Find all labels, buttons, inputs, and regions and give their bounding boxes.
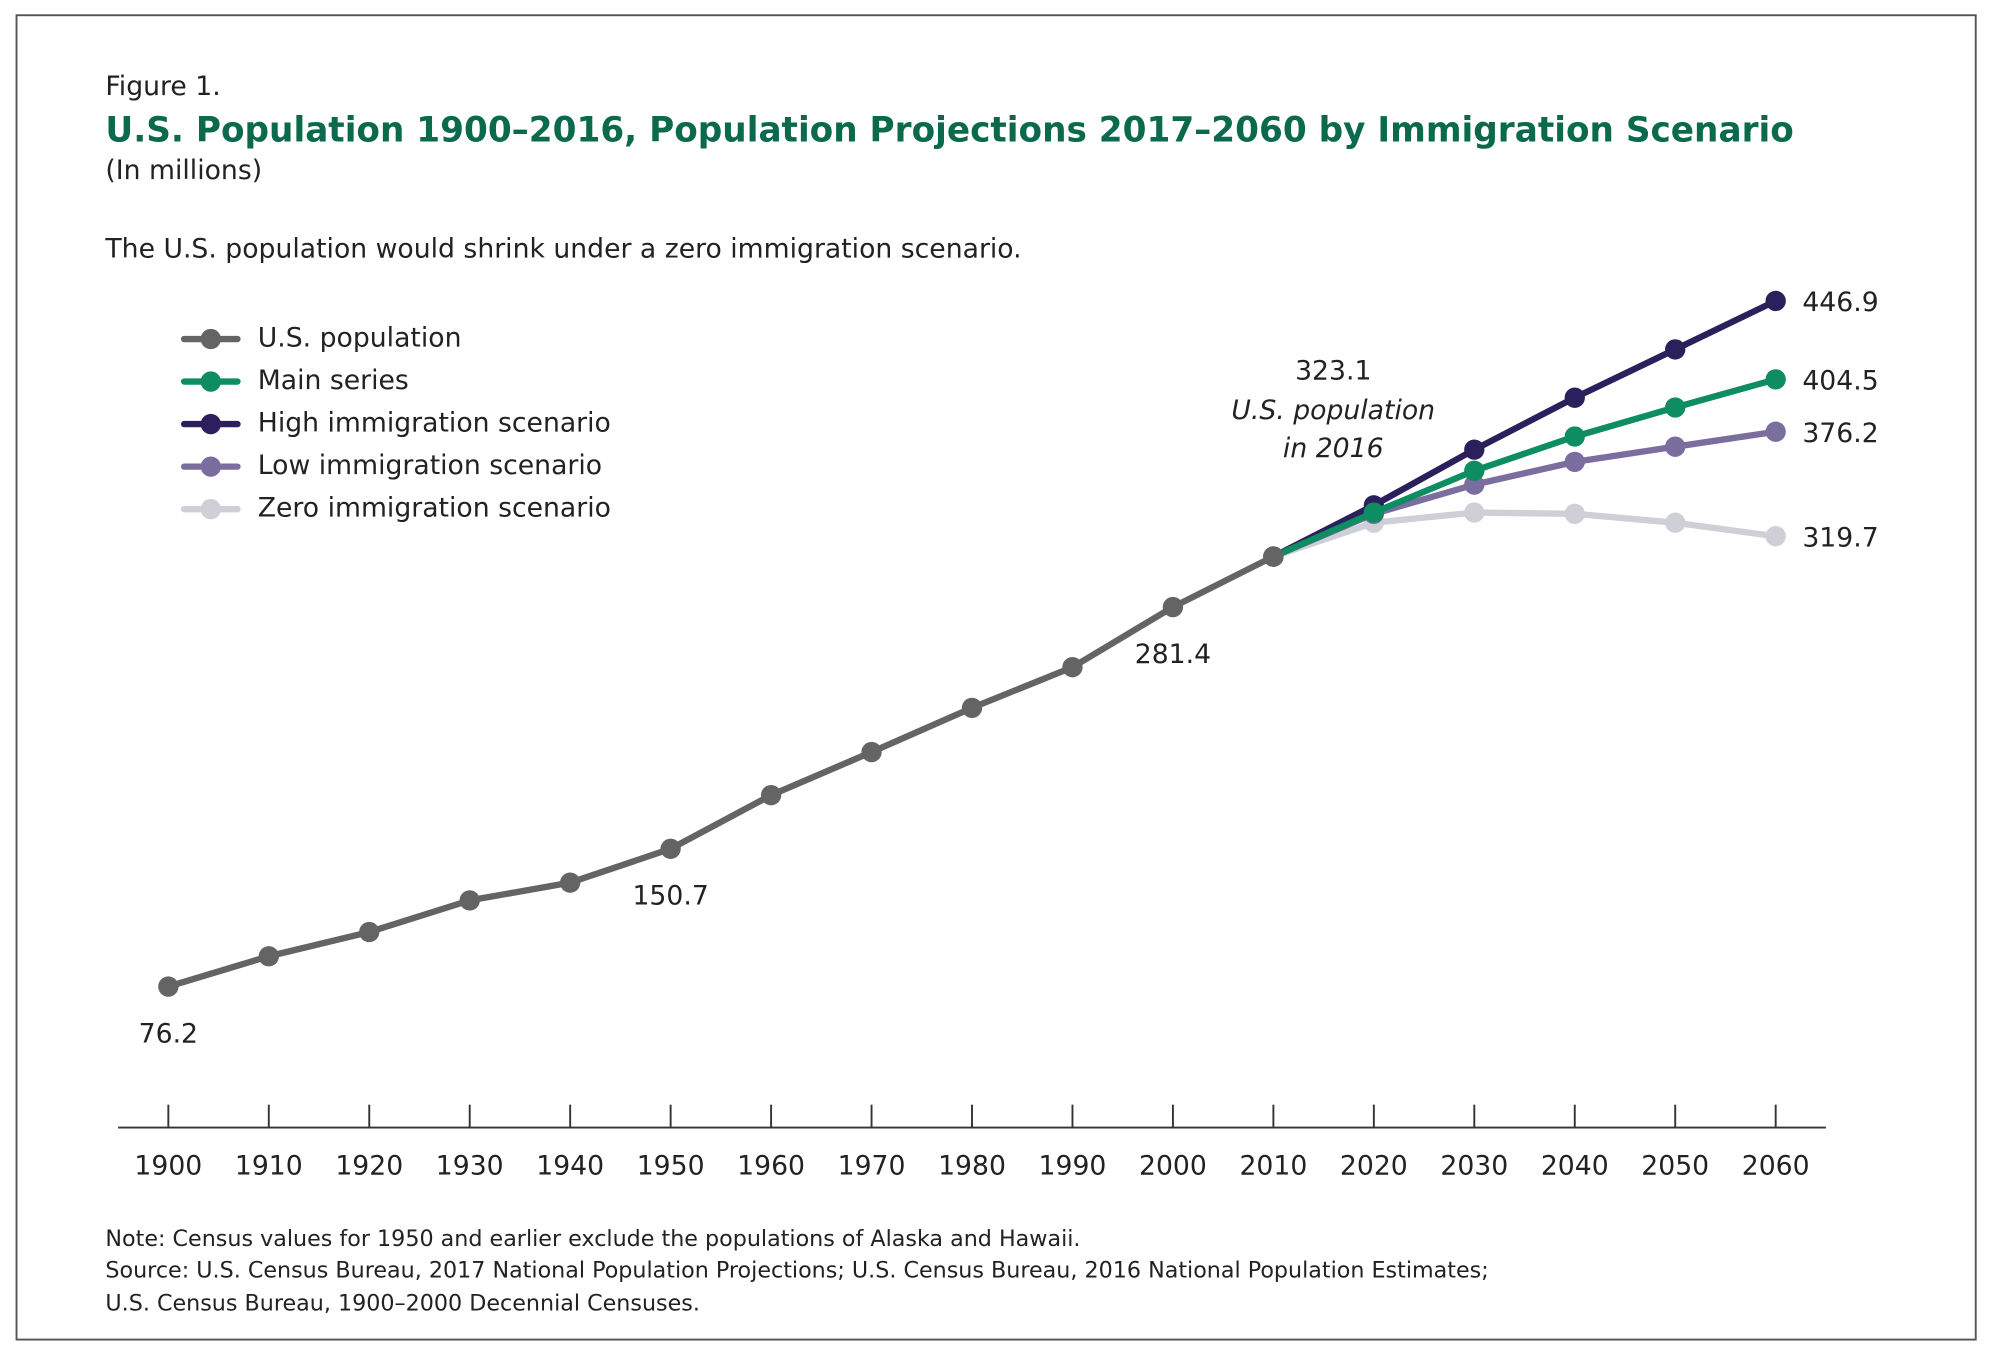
- data-label: 404.5: [1802, 365, 1878, 396]
- chart-title: U.S. Population 1900–2016, Population Pr…: [105, 111, 1793, 151]
- legend-marker: [200, 371, 221, 392]
- point: [1162, 596, 1184, 618]
- legend-marker: [200, 413, 221, 435]
- x-tick-label: 1910: [235, 1150, 303, 1181]
- x-tick-label: 2040: [1541, 1150, 1609, 1181]
- point: [660, 838, 681, 859]
- point: [1062, 657, 1083, 678]
- x-tick-label: 1920: [335, 1150, 403, 1181]
- x-tick-label: 1980: [938, 1150, 1006, 1181]
- x-tick-label: 2020: [1340, 1150, 1408, 1181]
- x-tick-label: 1930: [436, 1150, 504, 1181]
- point: [1564, 503, 1585, 524]
- legend-label: High immigration scenario: [258, 408, 611, 439]
- annotation: U.S. population: [1231, 395, 1435, 426]
- data-label: 376.2: [1802, 418, 1878, 449]
- legend-marker: [200, 328, 221, 350]
- data-label: 281.4: [1135, 639, 1211, 670]
- point: [1665, 339, 1686, 360]
- legend-label: U.S. population: [258, 323, 462, 354]
- x-tick-label: 2030: [1440, 1150, 1508, 1181]
- point: [961, 697, 983, 719]
- data-label: 446.9: [1802, 287, 1878, 318]
- x-tick-label: 1970: [838, 1150, 906, 1181]
- note: U.S. Census Bureau, 1900–2000 Decennial …: [105, 1291, 700, 1317]
- x-tick-label: 2050: [1641, 1150, 1709, 1181]
- point: [1263, 546, 1284, 567]
- series-line: [1271, 298, 1778, 560]
- point: [1665, 512, 1686, 533]
- x-tick-label: 1940: [536, 1150, 604, 1181]
- legend-marker: [200, 499, 221, 520]
- x-tick-label: 1990: [1039, 1150, 1107, 1181]
- data-label: 319.7: [1802, 522, 1878, 553]
- figure-label: Figure 1.: [105, 71, 220, 102]
- series-line: [1272, 509, 1777, 560]
- point: [258, 946, 279, 967]
- x-tick-label: 1950: [637, 1150, 705, 1181]
- point: [760, 784, 782, 806]
- point: [1564, 451, 1585, 473]
- legend-label: Low immigration scenario: [258, 450, 602, 481]
- x-tick-label: 1960: [737, 1150, 805, 1181]
- point: [1665, 436, 1686, 457]
- x-tick-label: 2060: [1742, 1150, 1810, 1181]
- point: [459, 890, 480, 911]
- frame: [15, 14, 1977, 1341]
- point: [1665, 397, 1686, 418]
- point: [1564, 387, 1585, 408]
- legend-marker: [200, 456, 221, 477]
- data-label: 150.7: [632, 881, 708, 912]
- annotation: 323.1: [1295, 356, 1371, 387]
- annotation: in 2016: [1283, 433, 1384, 464]
- caption: The U.S. population would shrink under a…: [104, 234, 1021, 265]
- point: [560, 872, 581, 893]
- point: [359, 921, 380, 943]
- point: [1464, 439, 1485, 460]
- series-line: [167, 553, 1275, 990]
- point: [1765, 369, 1786, 390]
- point: [158, 976, 179, 997]
- x-tick-label: 2010: [1239, 1150, 1307, 1181]
- point: [1765, 421, 1786, 442]
- data-label: 76.2: [139, 1018, 198, 1049]
- x-tick-label: 1900: [134, 1150, 202, 1181]
- legend-label: Main series: [258, 365, 409, 396]
- subtitle: (In millions): [105, 155, 262, 186]
- point: [861, 741, 882, 763]
- point: [1765, 290, 1786, 312]
- series-line: [1272, 376, 1777, 560]
- note: Note: Census values for 1950 and earlier…: [105, 1226, 1080, 1252]
- point: [1464, 460, 1485, 481]
- point: [1464, 502, 1485, 523]
- point: [1564, 426, 1585, 447]
- point: [1363, 502, 1385, 523]
- legend-label: Zero immigration scenario: [258, 493, 611, 524]
- point: [1765, 526, 1786, 547]
- x-tick-label: 2000: [1139, 1150, 1207, 1181]
- note: Source: U.S. Census Bureau, 2017 Nationa…: [105, 1258, 1488, 1284]
